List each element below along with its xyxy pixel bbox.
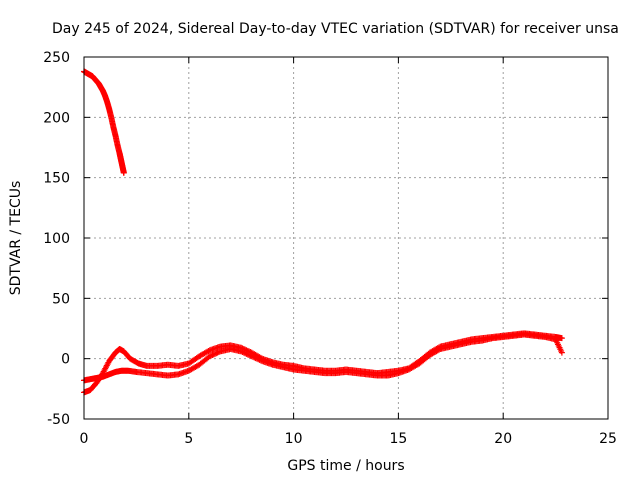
data-point	[253, 355, 260, 362]
data-point	[255, 356, 262, 363]
x-tick-label: 10	[285, 431, 303, 447]
data-point	[256, 356, 263, 363]
x-tick-label: 5	[184, 431, 193, 447]
data-point	[248, 353, 255, 360]
chart-title: Day 245 of 2024, Sidereal Day-to-day VTE…	[52, 21, 619, 37]
y-tick-label: 0	[61, 352, 70, 368]
data-point	[210, 351, 217, 358]
data-point	[257, 357, 264, 364]
data-point	[558, 335, 565, 342]
data-point	[209, 352, 216, 359]
x-tick-label: 15	[389, 431, 407, 447]
data-point	[246, 352, 253, 359]
data-point	[240, 349, 247, 356]
data-point	[212, 350, 218, 357]
data-point	[242, 350, 249, 357]
data-point	[208, 352, 215, 359]
data-point	[214, 349, 221, 356]
x-tick-label: 20	[494, 431, 512, 447]
data-point	[252, 355, 259, 362]
y-axis-label: SDTVAR / TECUs	[8, 181, 24, 296]
data-point	[206, 353, 213, 360]
data-point	[120, 169, 127, 176]
data-markers	[81, 68, 565, 396]
tick-labels: 0 5 10 15 20 25 -50 0 50 100 150 200 250	[43, 50, 617, 447]
y-tick-label: -50	[47, 412, 70, 428]
data-point	[558, 349, 565, 356]
x-tick-label: 25	[599, 431, 617, 447]
data-point	[213, 350, 220, 357]
data-point	[436, 346, 443, 353]
data-point	[205, 347, 212, 354]
y-tick-label: 100	[43, 231, 70, 247]
grid-lines	[84, 57, 608, 419]
data-point	[238, 348, 245, 355]
data-point	[249, 353, 256, 360]
data-point	[215, 349, 222, 356]
data-point	[251, 354, 258, 361]
axis-ticks	[83, 56, 609, 420]
data-point	[247, 352, 254, 359]
y-tick-label: 50	[52, 291, 70, 307]
y-tick-label: 250	[43, 50, 70, 66]
x-tick-label: 0	[80, 431, 89, 447]
x-axis-label: GPS time / hours	[287, 458, 404, 474]
data-point	[244, 351, 251, 358]
data-point	[243, 350, 250, 357]
y-tick-label: 200	[43, 110, 70, 126]
data-point	[239, 349, 246, 356]
y-tick-label: 150	[43, 171, 70, 187]
